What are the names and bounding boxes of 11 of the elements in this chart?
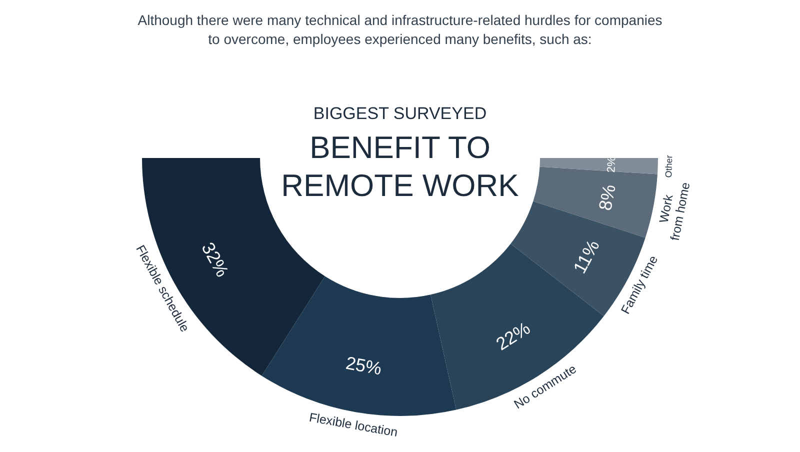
- chart-title: BENEFIT TO REMOTE WORK: [281, 130, 520, 203]
- chart-subtitle: BIGGEST SURVEYED: [313, 104, 487, 123]
- data-label: 11%: [570, 236, 604, 277]
- slice-label: Flexible location: [308, 410, 399, 440]
- data-label: 32%: [198, 239, 233, 280]
- text: Although there were many technical and infrastructure-related hurdles for companies to overcome, employees experienced many benefits, such as:: [138, 12, 662, 47]
- data-label: 8%: [595, 182, 620, 212]
- slice-label: Other: [664, 155, 674, 178]
- slice-label: Work from home: [656, 181, 693, 242]
- data-label: 25%: [344, 352, 384, 379]
- data-label: 22%: [492, 318, 534, 354]
